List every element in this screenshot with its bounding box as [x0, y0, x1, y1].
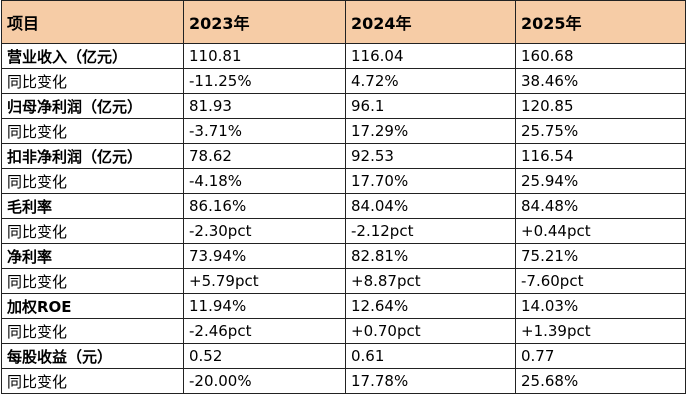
row-label: 毛利率: [1, 193, 184, 219]
row-value: 92.53: [345, 143, 516, 169]
row-value: 82.81%: [345, 243, 516, 269]
row-label: 同比变化: [1, 118, 184, 144]
row-value: 0.61: [345, 343, 516, 369]
row-label: 扣非净利润（亿元）: [1, 143, 184, 169]
table-row: 营业收入（亿元） 110.81 116.04 160.68: [1, 43, 686, 69]
table-row: 同比变化 -3.71% 17.29% 25.75%: [1, 118, 686, 144]
header-item: 项目: [1, 0, 184, 44]
table-row: 同比变化 -2.30pct -2.12pct +0.44pct: [1, 218, 686, 244]
row-value: 96.1: [345, 93, 516, 119]
row-value: 0.52: [183, 343, 346, 369]
row-label: 同比变化: [1, 268, 184, 294]
row-value: 116.04: [345, 43, 516, 69]
row-value: 84.48%: [515, 193, 686, 219]
header-year-2024: 2024年: [345, 0, 516, 44]
row-value: 81.93: [183, 93, 346, 119]
table-row: 同比变化 +5.79pct +8.87pct -7.60pct: [1, 268, 686, 294]
row-label: 归母净利润（亿元）: [1, 93, 184, 119]
row-value: 25.75%: [515, 118, 686, 144]
table-row: 同比变化 -2.46pct +0.70pct +1.39pct: [1, 318, 686, 344]
table-row: 净利率 73.94% 82.81% 75.21%: [1, 243, 686, 269]
row-value: -2.30pct: [183, 218, 346, 244]
row-value: 38.46%: [515, 68, 686, 94]
row-value: 116.54: [515, 143, 686, 169]
row-value: 17.78%: [345, 368, 516, 394]
row-label: 净利率: [1, 243, 184, 269]
row-value: +8.87pct: [345, 268, 516, 294]
table-row: 归母净利润（亿元） 81.93 96.1 120.85: [1, 93, 686, 119]
row-value: 4.72%: [345, 68, 516, 94]
row-value: +1.39pct: [515, 318, 686, 344]
table-row: 加权ROE 11.94% 12.64% 14.03%: [1, 293, 686, 319]
table-row: 同比变化 -20.00% 17.78% 25.68%: [1, 368, 686, 394]
header-year-2025: 2025年: [515, 0, 686, 44]
row-value: 78.62: [183, 143, 346, 169]
row-label: 同比变化: [1, 168, 184, 194]
row-value: 110.81: [183, 43, 346, 69]
table-row: 扣非净利润（亿元） 78.62 92.53 116.54: [1, 143, 686, 169]
row-label: 同比变化: [1, 368, 184, 394]
row-value: 12.64%: [345, 293, 516, 319]
row-value: -7.60pct: [515, 268, 686, 294]
row-value: 75.21%: [515, 243, 686, 269]
row-value: 25.94%: [515, 168, 686, 194]
header-year-2023: 2023年: [183, 0, 346, 44]
row-label: 每股收益（元）: [1, 343, 184, 369]
row-value: 25.68%: [515, 368, 686, 394]
table-row: 每股收益（元） 0.52 0.61 0.77: [1, 343, 686, 369]
table-body: 营业收入（亿元） 110.81 116.04 160.68 同比变化 -11.25% 4.7…: [1, 43, 686, 394]
row-value: 86.16%: [183, 193, 346, 219]
row-value: 160.68: [515, 43, 686, 69]
table-row: 毛利率 86.16% 84.04% 84.48%: [1, 193, 686, 219]
row-value: 84.04%: [345, 193, 516, 219]
row-value: 14.03%: [515, 293, 686, 319]
table-header-row: 项目 2023年 2024年 2025年: [1, 0, 686, 44]
row-value: -20.00%: [183, 368, 346, 394]
row-label: 同比变化: [1, 68, 184, 94]
row-value: -2.12pct: [345, 218, 516, 244]
row-value: 120.85: [515, 93, 686, 119]
row-value: +0.70pct: [345, 318, 516, 344]
row-value: 17.70%: [345, 168, 516, 194]
row-label: 营业收入（亿元）: [1, 43, 184, 69]
row-value: 0.77: [515, 343, 686, 369]
row-label: 加权ROE: [1, 293, 184, 319]
row-value: +5.79pct: [183, 268, 346, 294]
row-value: -2.46pct: [183, 318, 346, 344]
row-value: +0.44pct: [515, 218, 686, 244]
row-value: -3.71%: [183, 118, 346, 144]
row-label: 同比变化: [1, 218, 184, 244]
row-label: 同比变化: [1, 318, 184, 344]
table-row: 同比变化 -4.18% 17.70% 25.94%: [1, 168, 686, 194]
row-value: -11.25%: [183, 68, 346, 94]
row-value: 73.94%: [183, 243, 346, 269]
financial-metrics-table: 项目 2023年 2024年 2025年 营业收入（亿元） 110.81 116.0…: [1, 0, 686, 394]
row-value: 11.94%: [183, 293, 346, 319]
row-value: -4.18%: [183, 168, 346, 194]
table-row: 同比变化 -11.25% 4.72% 38.46%: [1, 68, 686, 94]
row-value: 17.29%: [345, 118, 516, 144]
